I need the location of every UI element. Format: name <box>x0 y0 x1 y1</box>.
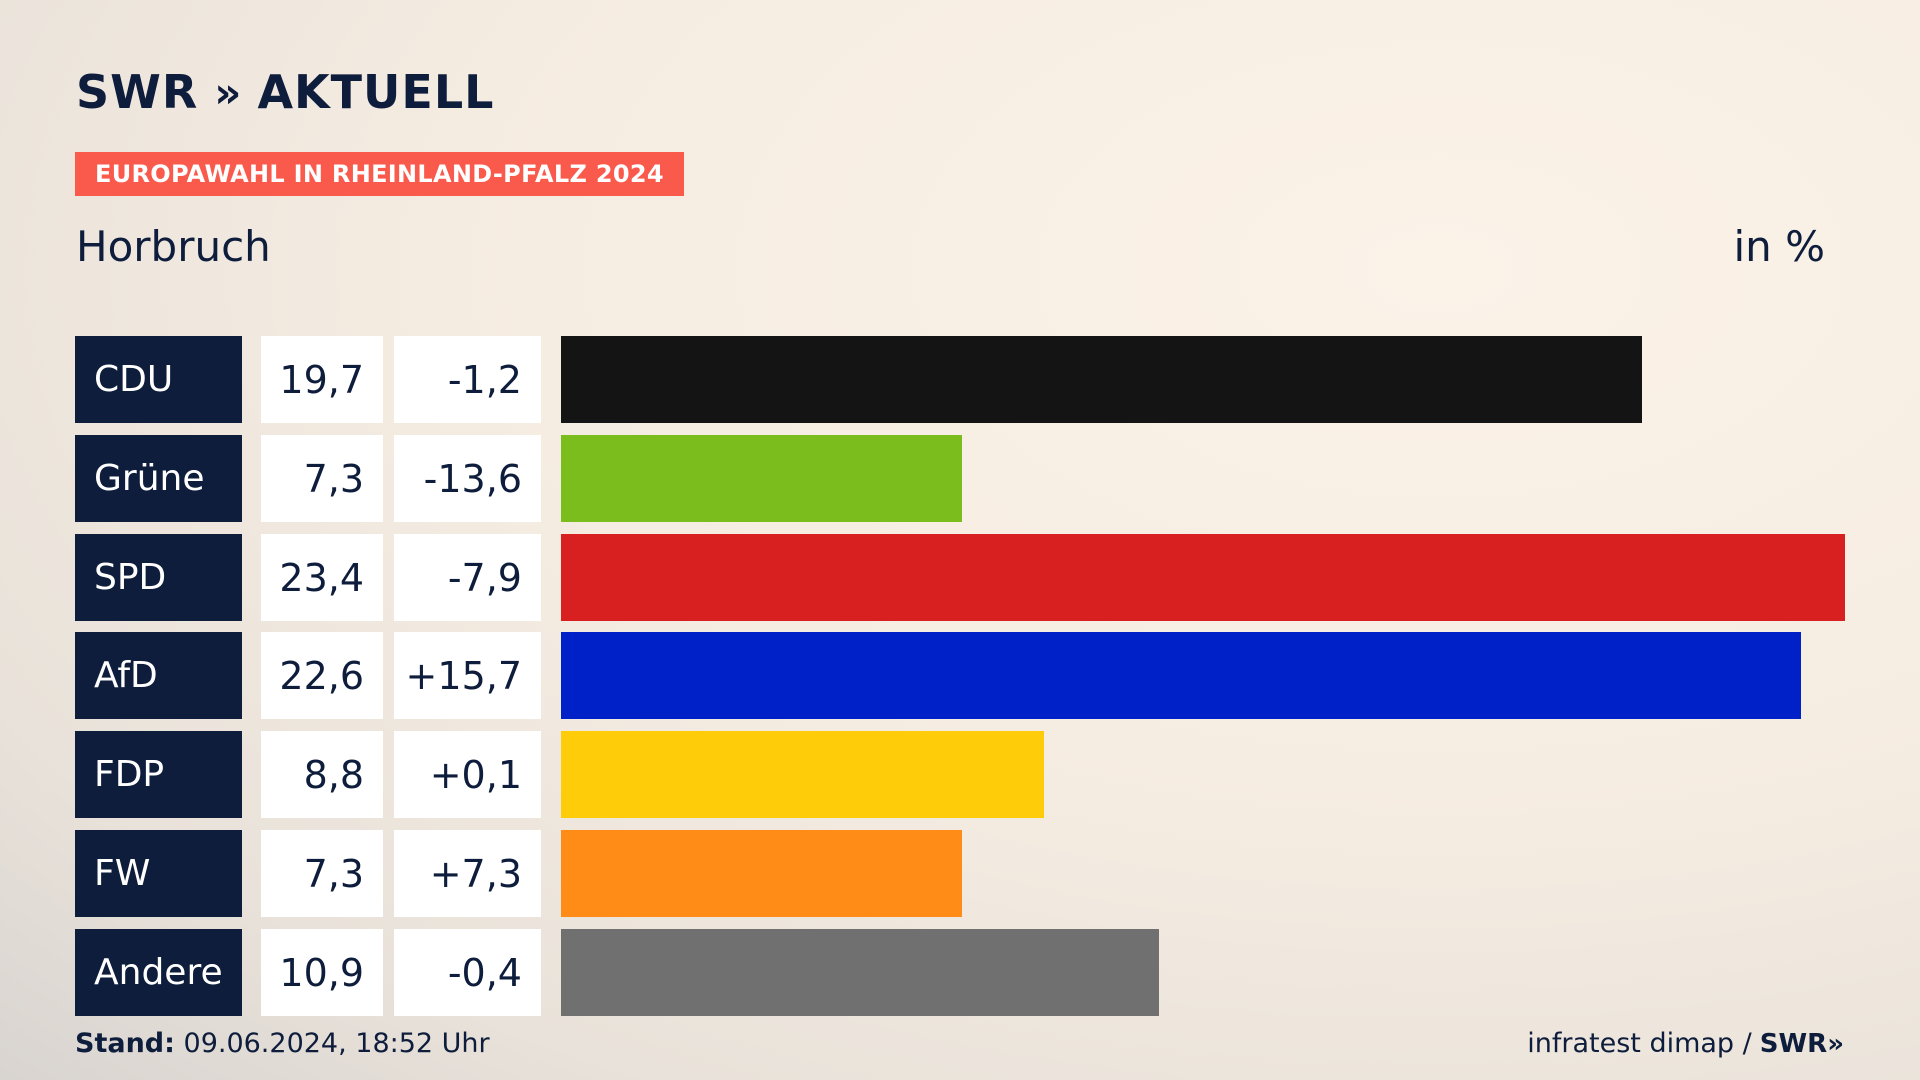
vote-change-value: +15,7 <box>394 632 541 719</box>
party-label: FW <box>75 830 242 917</box>
result-row: CDU 19,7 -1,2 <box>75 336 1875 423</box>
party-label: AfD <box>75 632 242 719</box>
result-bar <box>561 336 1642 423</box>
result-row: FDP 8,8 +0,1 <box>75 731 1875 818</box>
result-bar <box>561 435 962 522</box>
logo-swr-text: SWR <box>76 65 199 119</box>
place-title: Horbruch <box>76 222 271 271</box>
result-bar <box>561 534 1845 621</box>
swr-aktuell-logo: SWR » AKTUELL <box>76 65 495 119</box>
stand-value: 09.06.2024, 18:52 Uhr <box>183 1028 490 1059</box>
result-row: Grüne 7,3 -13,6 <box>75 435 1875 522</box>
vote-change-value: -1,2 <box>394 336 541 423</box>
result-row: SPD 23,4 -7,9 <box>75 534 1875 621</box>
logo-chevron-icon: » <box>214 67 241 117</box>
vote-change-value: +7,3 <box>394 830 541 917</box>
results-chart: CDU 19,7 -1,2 Grüne 7,3 -13,6 SPD 23,4 -7,9 AfD 22… <box>75 336 1875 1016</box>
party-label: FDP <box>75 731 242 818</box>
vote-change-value: -7,9 <box>394 534 541 621</box>
vote-share-value: 7,3 <box>261 435 383 522</box>
source-credit: infratest dimap / SWR» <box>1527 1028 1844 1059</box>
vote-share-value: 8,8 <box>261 731 383 818</box>
result-bar <box>561 830 962 917</box>
vote-share-value: 22,6 <box>261 632 383 719</box>
party-label: CDU <box>75 336 242 423</box>
result-bar <box>561 731 1044 818</box>
result-row: FW 7,3 +7,3 <box>75 830 1875 917</box>
party-label: Grüne <box>75 435 242 522</box>
vote-share-value: 23,4 <box>261 534 383 621</box>
vote-share-value: 7,3 <box>261 830 383 917</box>
stand-label: Stand: <box>75 1028 175 1059</box>
election-tag: EUROPAWAHL IN RHEINLAND-PFALZ 2024 <box>75 152 684 196</box>
vote-change-value: -0,4 <box>394 929 541 1016</box>
swr-small-logo: SWR» <box>1759 1028 1844 1059</box>
vote-share-value: 10,9 <box>261 929 383 1016</box>
source-text: infratest dimap / <box>1527 1028 1752 1059</box>
logo-aktuell-text: AKTUELL <box>257 65 495 119</box>
party-label: SPD <box>75 534 242 621</box>
result-row: AfD 22,6 +15,7 <box>75 632 1875 719</box>
result-row: Andere 10,9 -0,4 <box>75 929 1875 1016</box>
result-bar <box>561 632 1801 719</box>
vote-change-value: +0,1 <box>394 731 541 818</box>
result-bar <box>561 929 1159 1016</box>
vote-share-value: 19,7 <box>261 336 383 423</box>
unit-label: in % <box>1733 222 1825 271</box>
timestamp: Stand: 09.06.2024, 18:52 Uhr <box>75 1028 490 1059</box>
party-label: Andere <box>75 929 242 1016</box>
vote-change-value: -13,6 <box>394 435 541 522</box>
